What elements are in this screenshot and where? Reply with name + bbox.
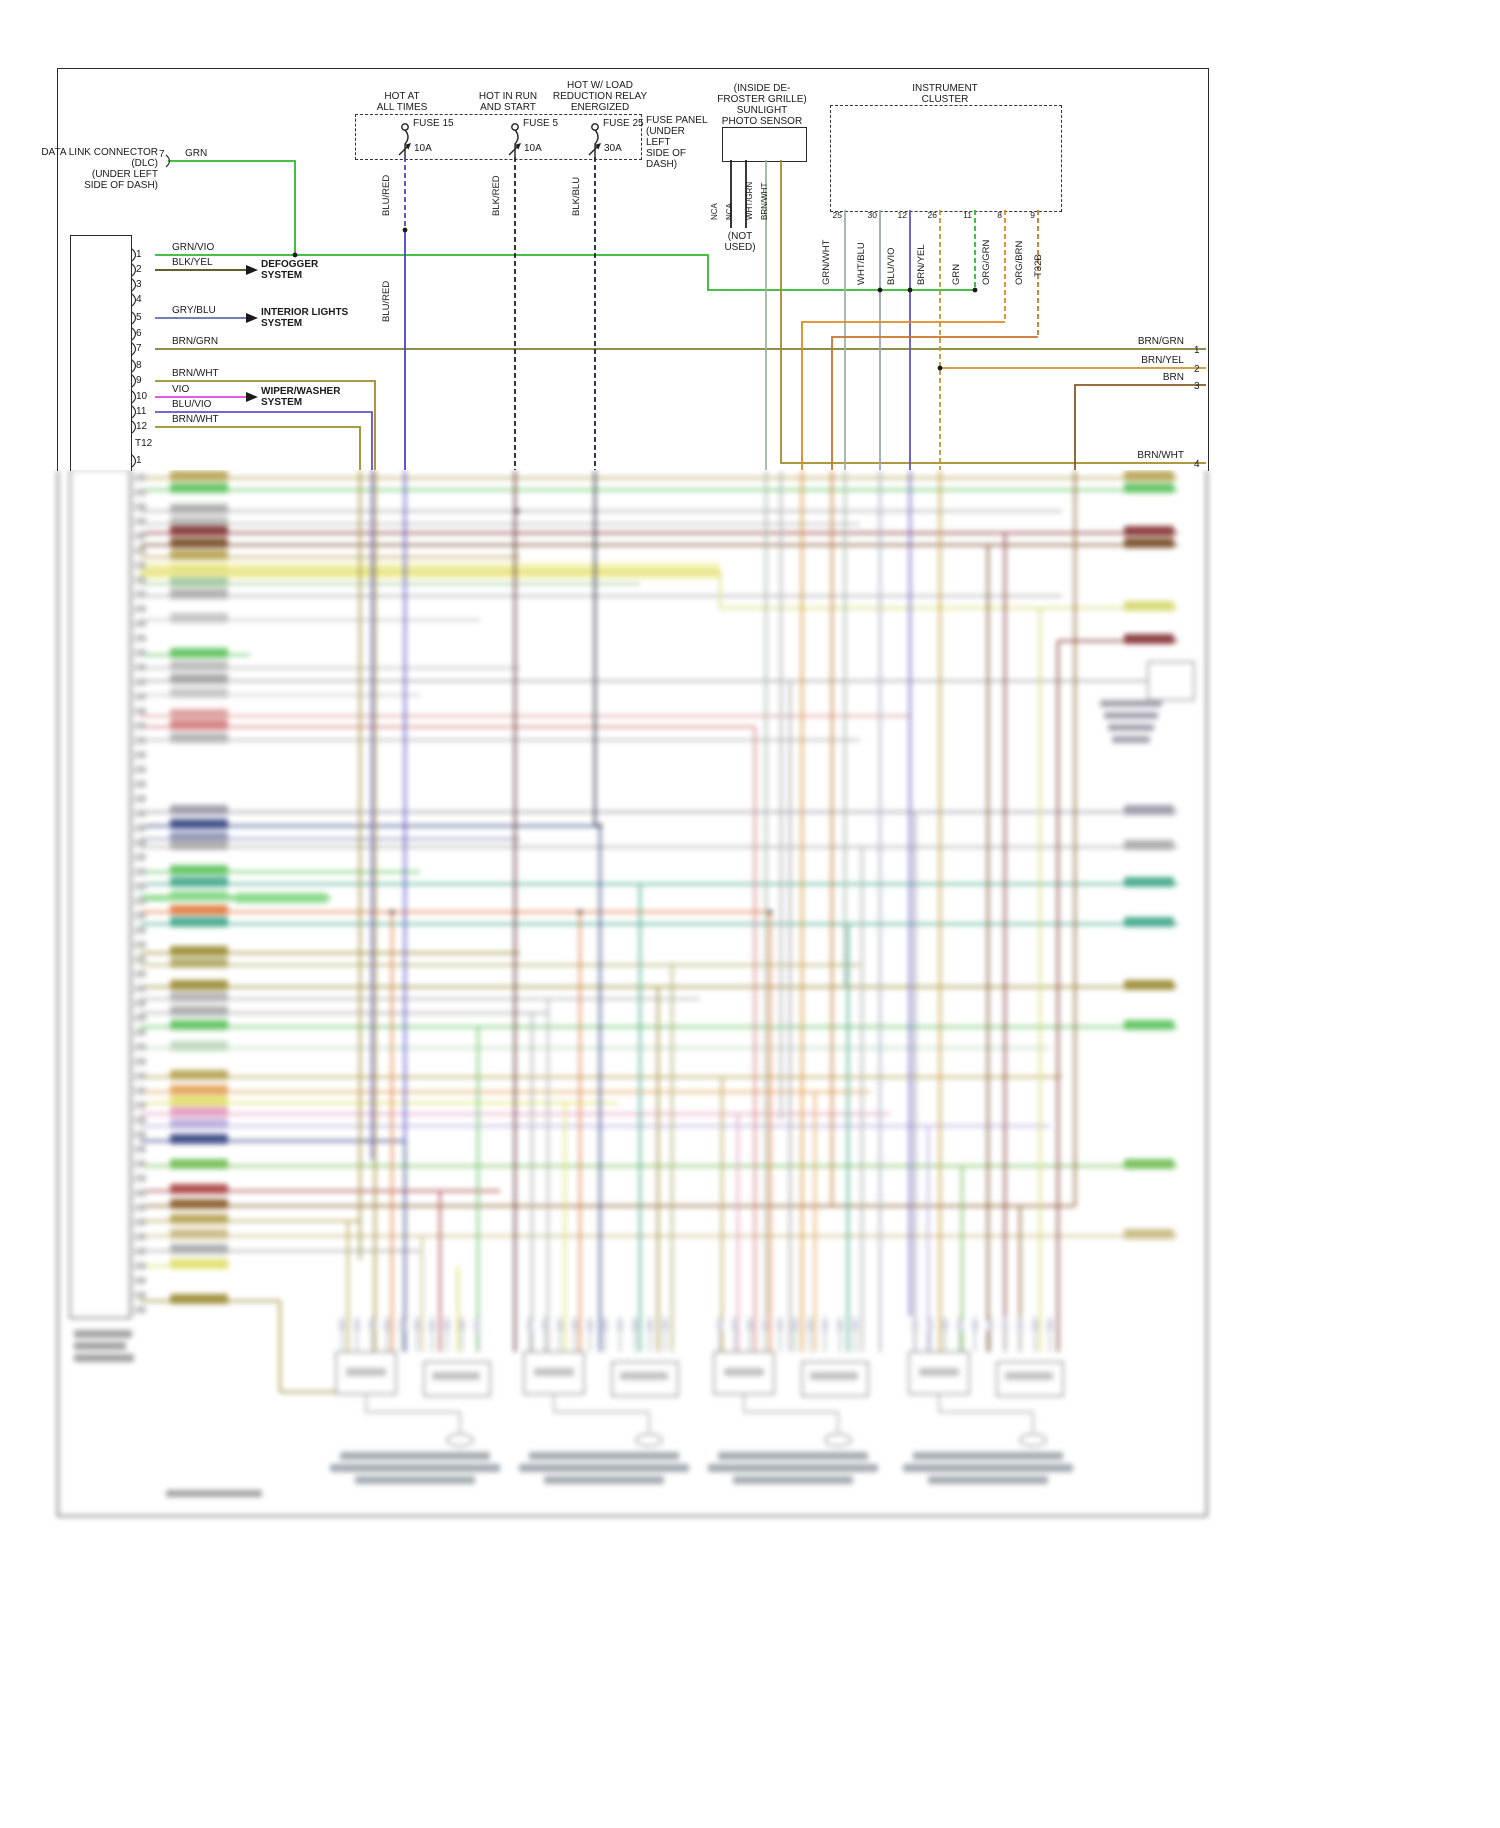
wire-org-brn — [831, 336, 1038, 470]
pin-10: 10 — [136, 391, 148, 402]
wire-label-brn-wht-9: BRN/WHT — [172, 368, 219, 379]
pin-4: 4 — [136, 294, 142, 305]
feed-hot-label-2: HOT IN RUN AND START — [478, 91, 538, 113]
pin-next-1: 1 — [136, 455, 142, 466]
pin-7: 7 — [136, 343, 142, 354]
cluster-pin-12: 12 — [897, 210, 907, 220]
wire-brn-wht-12 — [155, 426, 361, 470]
system-interior-lights: INTERIOR LIGHTS SYSTEM — [261, 307, 349, 329]
connector-section-label: T12 — [135, 438, 153, 449]
cluster-pin-9: 9 — [1030, 210, 1035, 220]
cluster-pin-30: 30 — [867, 210, 877, 220]
wire-grn-dlc-bus — [155, 160, 975, 291]
fuse-2-name: FUSE 5 — [523, 118, 559, 129]
right-pin-2: 2 — [1194, 364, 1200, 375]
right-wire-brn-yel: BRN/YEL — [1141, 355, 1184, 366]
right-wire-brn-wht: BRN/WHT — [1137, 450, 1184, 461]
cluster-wire-grn: GRN — [951, 263, 962, 285]
sensor-lead-label-4: BRN/WHT — [760, 182, 769, 220]
cluster-wire-wht-blu: WHT/BLU — [856, 242, 867, 285]
right-pin-3: 3 — [1194, 381, 1200, 392]
cluster-wire-grn-wht: GRN/WHT — [821, 239, 832, 285]
wire-brn-wht-9 — [155, 380, 376, 470]
pin-3: 3 — [136, 279, 142, 290]
wire-brn-wht-sensor — [780, 160, 1206, 464]
cluster-wire-brn-yel: BRN/YEL — [916, 244, 927, 285]
blurred-diagram-region — [56, 470, 1208, 1517]
right-pin-1: 1 — [1194, 345, 1200, 356]
pin-6: 6 — [136, 328, 142, 339]
photo-sensor-box — [722, 127, 807, 162]
cluster-wire-org-brn: ORG/BRN — [1014, 240, 1025, 285]
fuse-3-name: FUSE 25 — [603, 118, 644, 129]
cluster-wire-blu-vio: BLU/VIO — [886, 247, 897, 286]
wire-label-blk-blu: BLK/BLU — [571, 176, 582, 216]
fuse-3-amps: 30A — [604, 143, 622, 154]
cluster-wire-org-grn: ORG/GRN — [981, 239, 992, 285]
pin-11: 11 — [136, 406, 147, 417]
right-wire-brn: BRN — [1162, 372, 1184, 383]
dlc-label: DATA LINK CONNECTOR (DLC) (UNDER LEFT SI… — [41, 147, 158, 191]
wire-blu-vio-11 — [155, 411, 373, 470]
wire-label-brn-wht-12: BRN/WHT — [172, 414, 219, 425]
wire-label-blk-red: BLK/RED — [491, 175, 502, 216]
pin-12: 12 — [136, 421, 148, 432]
pin-2: 2 — [136, 264, 142, 275]
wire-label-blk-yel: BLK/YEL — [172, 257, 213, 268]
cluster-pin-11: 11 — [963, 210, 972, 220]
fuse-1-amps: 10A — [414, 143, 432, 154]
instrument-cluster-box — [830, 105, 1062, 212]
blurred-region-wrapper — [0, 470, 1500, 1522]
cluster-pin-25: 25 — [832, 210, 842, 220]
wire-sensor-nca — [730, 160, 747, 228]
feed-hot-label-3: HOT W/ LOAD REDUCTION RELAY ENERGIZED — [552, 80, 648, 113]
junction-dots — [292, 227, 978, 371]
pin-arcs — [131, 154, 171, 468]
wire-label-blu-red-2: BLU/RED — [381, 280, 392, 322]
wire-org-grn — [801, 321, 1005, 470]
right-pin-4: 4 — [1194, 459, 1200, 470]
pin-5: 5 — [136, 312, 142, 323]
sensor-lead-label-3: WHT/GRN — [745, 181, 754, 220]
system-defogger: DEFOGGER SYSTEM — [261, 259, 319, 281]
wire-label-gry-blu: GRY/BLU — [172, 305, 216, 316]
right-wire-brn-grn: BRN/GRN — [1137, 336, 1184, 347]
fuse-panel-box — [355, 114, 642, 160]
cluster-pin-8: 8 — [997, 210, 1002, 220]
cluster-pin-26: 26 — [927, 210, 937, 220]
dlc-wire-label: GRN — [185, 148, 208, 159]
fuse-2-amps: 10A — [524, 143, 542, 154]
pin-8: 8 — [136, 360, 142, 371]
wire-label-vio: VIO — [172, 384, 190, 395]
instrument-cluster-label: INSTRUMENT CLUSTER — [912, 83, 978, 105]
pin-1: 1 — [136, 249, 142, 260]
sensor-lead-label-2: NCA — [725, 203, 734, 220]
fuse-1-name: FUSE 15 — [413, 118, 454, 129]
dlc-pin-number: 7 — [159, 149, 165, 160]
photo-sensor-label: (INSIDE DE- FROSTER GRILLE) SUNLIGHT PHO… — [717, 83, 807, 127]
feed-hot-label-1: HOT AT ALL TIMES — [376, 91, 428, 113]
system-wiper-washer: WIPER/WASHER SYSTEM — [261, 386, 341, 408]
pin-9: 9 — [136, 375, 142, 386]
wire-brn — [1074, 384, 1206, 470]
wire-label-brn-grn: BRN/GRN — [172, 336, 219, 347]
fuse-arrowheads — [405, 143, 601, 150]
sensor-lead-label-1: NCA — [710, 203, 719, 220]
cluster-connector-id: T32B — [1033, 254, 1044, 277]
wire-label-grn-vio: GRN/VIO — [172, 242, 215, 253]
wire-label-blu-red: BLU/RED — [381, 174, 392, 216]
left-connector-box — [70, 235, 132, 471]
wire-label-blu-vio: BLU/VIO — [172, 399, 212, 410]
fuse-panel-label: FUSE PANEL (UNDER LEFT SIDE OF DASH) — [646, 115, 708, 170]
not-used-label: (NOT USED) — [724, 231, 756, 253]
diagram-frame — [57, 68, 1209, 471]
system-arrowheads — [246, 265, 258, 402]
